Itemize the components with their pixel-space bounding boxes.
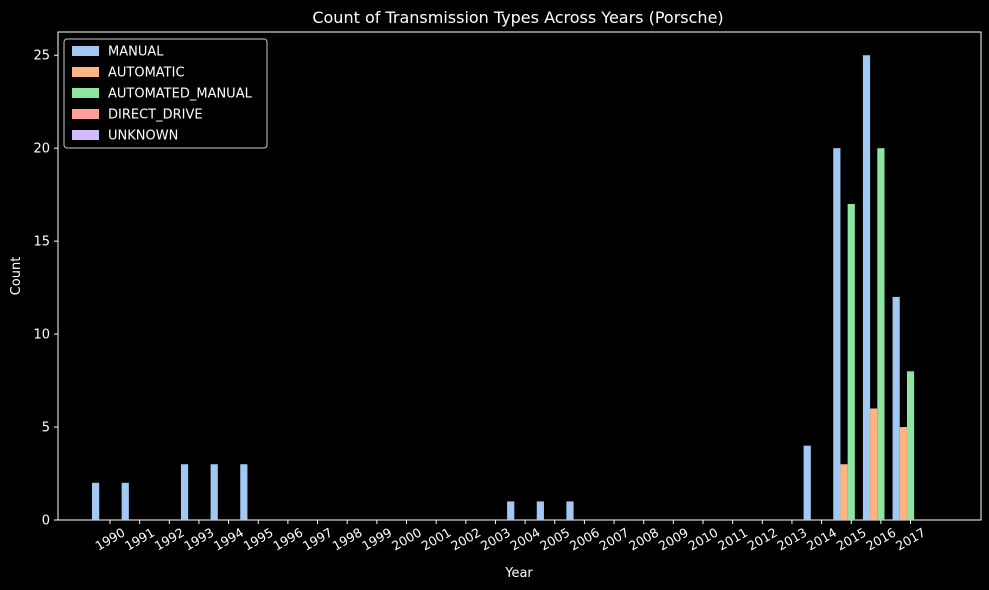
legend-swatch-automated-manual bbox=[72, 88, 99, 98]
legend-box bbox=[63, 38, 268, 149]
legend: MANUAL AUTOMATIC AUTOMATED_MANUAL DIRECT_DR… bbox=[63, 38, 268, 149]
bar-manual-2006 bbox=[566, 501, 574, 520]
bar-manual-2005 bbox=[536, 501, 544, 520]
y-axis-label: Count bbox=[9, 257, 24, 296]
y-tick-label-0: 0 bbox=[42, 514, 50, 529]
legend-swatch-unknown bbox=[72, 130, 99, 140]
legend-swatch-direct-drive bbox=[72, 109, 99, 119]
bars-group bbox=[92, 55, 915, 521]
bar-automatic-2016 bbox=[870, 408, 878, 520]
bar-automated-manual-2017 bbox=[906, 371, 915, 520]
bar-manual-2017 bbox=[892, 296, 900, 520]
bar-manual-1990 bbox=[92, 482, 100, 520]
bar-manual-2015 bbox=[833, 148, 841, 520]
bar-manual-1993 bbox=[180, 464, 189, 520]
legend-label-unknown: UNKNOWN bbox=[108, 129, 178, 144]
legend-label-automatic: AUTOMATIC bbox=[108, 66, 185, 81]
bar-automated-manual-2015 bbox=[847, 203, 855, 520]
y-tick-label-25: 25 bbox=[33, 49, 50, 64]
y-tick-label-20: 20 bbox=[33, 142, 50, 157]
y-axis: 0 5 10 15 20 25 bbox=[33, 49, 58, 529]
bar-manual-1994 bbox=[210, 464, 218, 520]
y-tick-label-10: 10 bbox=[33, 328, 50, 343]
legend-swatch-automatic bbox=[72, 67, 99, 77]
y-tick-label-5: 5 bbox=[42, 421, 50, 436]
bar-manual-1991 bbox=[121, 482, 129, 520]
bar-automatic-2017 bbox=[899, 427, 907, 520]
bar-manual-1995 bbox=[240, 464, 248, 520]
bar-manual-2016 bbox=[862, 55, 871, 521]
legend-label-direct-drive: DIRECT_DRIVE bbox=[108, 108, 203, 123]
legend-label-manual: MANUAL bbox=[108, 45, 164, 60]
legend-label-automated-manual: AUTOMATED_MANUAL bbox=[108, 87, 253, 102]
legend-swatch-manual bbox=[72, 46, 99, 56]
x-axis-label: Year bbox=[504, 566, 533, 581]
bar-automated-manual-2016 bbox=[877, 148, 885, 520]
bar-manual-2014 bbox=[803, 445, 811, 520]
y-tick-label-15: 15 bbox=[33, 235, 50, 250]
bar-automatic-2015 bbox=[840, 464, 848, 520]
bar-manual-2004 bbox=[507, 501, 515, 520]
chart-title: Count of Transmission Types Across Years… bbox=[312, 8, 723, 27]
